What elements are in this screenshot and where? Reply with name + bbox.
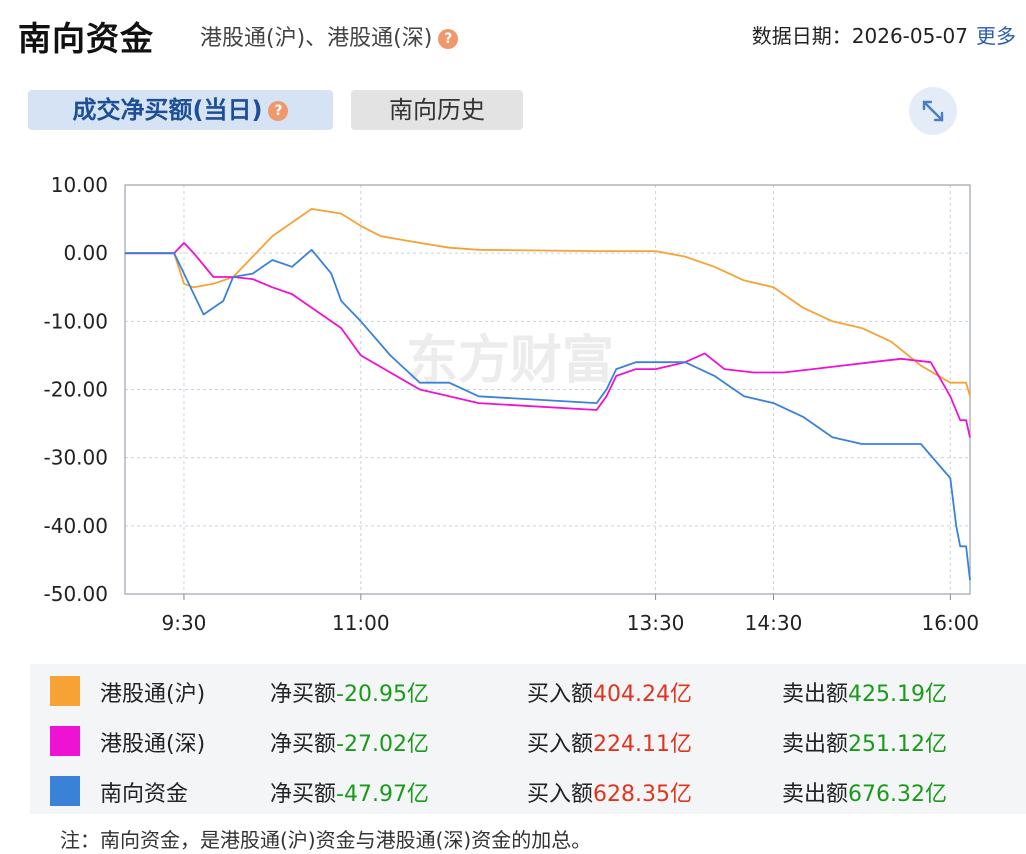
watermark-text: 东方财富 <box>406 331 614 391</box>
sell-value: 676.32亿 <box>848 782 947 807</box>
legend-name: 南向资金 <box>100 782 189 807</box>
footnote: 注：南向资金，是港股通(沪)资金与港股通(深)资金的加总。 <box>60 828 592 852</box>
legend-net: 净买额-47.97亿 <box>270 776 429 808</box>
subtitle-text: 港股通(沪)、港股通(深) <box>200 26 433 51</box>
series-line-1 <box>125 242 971 438</box>
x-tick-label: 11:00 <box>332 611 390 635</box>
y-tick-label: -50.00 <box>44 582 108 606</box>
buy-label: 买入额 <box>527 682 594 707</box>
legend-swatch-sz <box>50 726 80 756</box>
data-date: 数据日期：2026-05-07 更多 <box>752 20 1016 49</box>
legend-buy: 买入额404.24亿 <box>527 676 692 708</box>
chart-grid <box>125 185 970 594</box>
legend-sell: 卖出额251.12亿 <box>782 726 947 758</box>
net-label: 净买额 <box>270 682 337 707</box>
net-label: 净买额 <box>270 782 337 807</box>
legend-sell: 卖出额425.19亿 <box>782 676 947 708</box>
y-tick-label: 0.00 <box>63 241 108 265</box>
net-value: -20.95亿 <box>336 682 429 707</box>
legend-row-total: 南向资金 净买额-47.97亿 买入额628.35亿 卖出额676.32亿 <box>30 764 1026 814</box>
tab-south-history[interactable]: 南向历史 <box>351 90 523 130</box>
tab-net-buy-today[interactable]: 成交净买额(当日)? <box>28 90 333 130</box>
legend-swatch-total <box>50 776 80 806</box>
net-value: -47.97亿 <box>336 782 429 807</box>
y-tick-label: -40.00 <box>44 514 108 538</box>
legend-sell: 卖出额676.32亿 <box>782 776 947 808</box>
date-value: 2026-05-07 <box>851 24 968 48</box>
buy-label: 买入额 <box>527 782 594 807</box>
legend-name: 港股通(深) <box>100 732 206 757</box>
x-tick-label: 16:00 <box>922 611 980 635</box>
question-circle-icon[interactable]: ? <box>268 101 289 121</box>
y-tick-label: -10.00 <box>44 309 108 333</box>
net-label: 净买额 <box>270 732 337 757</box>
y-tick-label: -30.00 <box>44 446 108 470</box>
legend-net: 净买额-27.02亿 <box>270 726 429 758</box>
sell-label: 卖出额 <box>782 782 849 807</box>
x-tick-label: 9:30 <box>161 611 206 635</box>
chart-series <box>125 208 971 581</box>
question-circle-icon[interactable]: ? <box>438 29 459 49</box>
sell-value: 425.19亿 <box>848 682 947 707</box>
sell-label: 卖出额 <box>782 732 849 757</box>
y-tick-label: -20.00 <box>44 378 108 402</box>
y-tick-label: 10.00 <box>51 173 108 197</box>
expand-button[interactable] <box>909 87 957 135</box>
more-link[interactable]: 更多 <box>976 24 1016 48</box>
plot-frame <box>124 184 971 595</box>
legend-swatch-sh <box>50 676 80 706</box>
legend-name: 港股通(沪) <box>100 682 206 707</box>
legend-buy: 买入额628.35亿 <box>527 776 692 808</box>
legend-buy: 买入额224.11亿 <box>527 726 692 758</box>
buy-value: 224.11亿 <box>593 732 692 757</box>
buy-value: 628.35亿 <box>593 782 692 807</box>
buy-value: 404.24亿 <box>593 682 692 707</box>
x-tick-label: 14:30 <box>745 611 803 635</box>
expand-arrows-icon <box>922 100 944 122</box>
page-title: 南向资金 <box>18 19 154 58</box>
chart-axes: 10.00 0.00 -10.00 -20.00 -30.00 -40.00 -50.00 9… <box>44 173 980 635</box>
legend-net: 净买额-20.95亿 <box>270 676 429 708</box>
legend-panel: 港股通(沪) 净买额-20.95亿 买入额404.24亿 卖出额425.19亿 … <box>30 664 1026 814</box>
legend-row-sh: 港股通(沪) 净买额-20.95亿 买入额404.24亿 卖出额425.19亿 <box>30 664 1026 714</box>
tab-label: 成交净买额(当日) <box>72 96 263 124</box>
net-value: -27.02亿 <box>336 732 429 757</box>
date-label: 数据日期： <box>751 24 852 48</box>
header: 南向资金 港股通(沪)、港股通(深)? 数据日期：2026-05-07 更多 <box>0 0 1026 70</box>
sell-value: 251.12亿 <box>848 732 947 757</box>
legend-row-sz: 港股通(深) 净买额-27.02亿 买入额224.11亿 卖出额251.12亿 <box>30 714 1026 764</box>
page-subtitle: 港股通(沪)、港股通(深)? <box>200 20 459 52</box>
series-line-2 <box>125 248 971 581</box>
sell-label: 卖出额 <box>782 682 849 707</box>
x-tick-label: 13:30 <box>627 611 685 635</box>
net-buy-chart: 东方财富 10.00 0.00 -10.00 -20.00 -30.00 -40.00 -5… <box>44 173 980 635</box>
buy-label: 买入额 <box>527 732 594 757</box>
